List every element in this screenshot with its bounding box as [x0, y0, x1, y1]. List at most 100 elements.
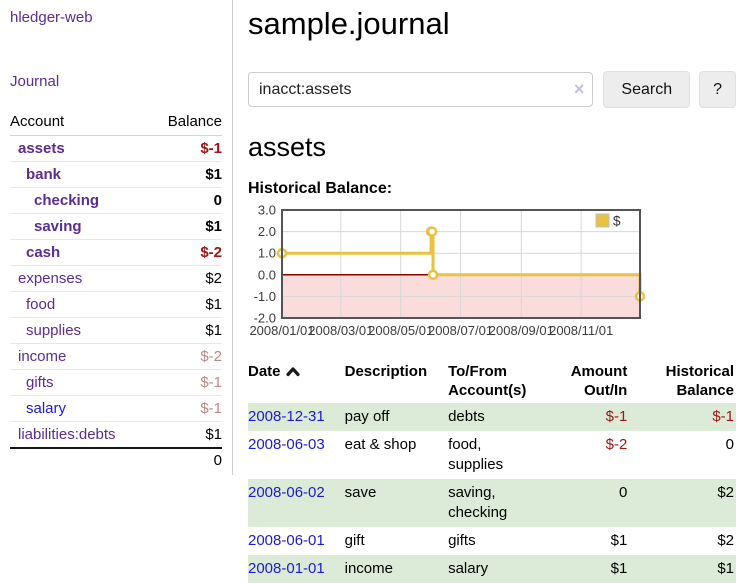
transaction-date-link[interactable]: 2008-06-03 [248, 436, 325, 453]
account-balance: $-1 [150, 369, 222, 396]
col-header-description: Description [344, 363, 428, 380]
page-title: sample.journal [248, 6, 450, 41]
account-row: assets $-1 [10, 135, 222, 162]
sidebar-account-link[interactable]: liabilities:debts [18, 426, 116, 443]
sort-ascending-icon [285, 367, 300, 377]
svg-text:2.0: 2.0 [258, 224, 276, 239]
account-balance: 0 [150, 187, 222, 214]
transaction-balance: $2 [717, 532, 734, 549]
transaction-date-link[interactable]: 2008-06-02 [248, 484, 325, 501]
sidebar-account-link[interactable]: assets [18, 140, 65, 157]
account-balance: $1 [150, 291, 222, 318]
transaction-balance: $1 [717, 560, 734, 577]
svg-text:2008/03/01: 2008/03/01 [308, 323, 373, 338]
sidebar-account-link[interactable]: saving [34, 218, 82, 235]
transaction-amount: $1 [610, 560, 628, 577]
transactions-header-row: Date Description To/From Account(s) Amou… [248, 359, 736, 403]
search-input[interactable] [248, 72, 594, 107]
transaction-date-link[interactable]: 2008-01-01 [248, 560, 325, 577]
account-row: supplies $1 [10, 317, 222, 344]
sidebar-account-link[interactable]: income [18, 348, 67, 365]
transaction-amount: $-1 [605, 408, 628, 425]
search-form: × Search ? [248, 71, 736, 108]
account-row: salary $-1 [10, 395, 222, 422]
sidebar-account-link[interactable]: gifts [26, 374, 54, 391]
transaction-accounts: saving, checking [448, 484, 508, 521]
accounts-header-row: Account Balance [10, 111, 222, 136]
svg-text:$: $ [613, 214, 621, 229]
transaction-accounts: debts [448, 408, 485, 425]
transaction-amount: 0 [619, 484, 628, 501]
account-balance: $-1 [150, 395, 222, 422]
account-row: food $1 [10, 291, 222, 318]
transaction-date-link[interactable]: 2008-12-31 [248, 408, 325, 425]
col-header-balance: Historical Balance [665, 363, 734, 399]
account-row: bank $1 [10, 161, 222, 188]
transaction-accounts: food, supplies [448, 436, 504, 473]
account-row: cash $-2 [10, 239, 222, 266]
svg-text:-1.0: -1.0 [254, 289, 276, 304]
accounts-total-balance: 0 [150, 447, 222, 475]
brand-link[interactable]: hledger-web [10, 9, 93, 26]
svg-text:2008/11/01: 2008/11/01 [549, 323, 613, 338]
svg-text:0.0: 0.0 [258, 267, 276, 282]
transaction-description: save [344, 484, 377, 501]
chart-title: Historical Balance: [248, 180, 393, 197]
transaction-balance: 0 [725, 436, 734, 453]
help-button[interactable]: ? [699, 71, 736, 108]
sidebar-account-link[interactable]: cash [26, 244, 61, 261]
svg-text:2008/05/01: 2008/05/01 [368, 323, 433, 338]
accounts-total-row: 0 [10, 447, 222, 475]
account-row: checking 0 [10, 187, 222, 214]
transaction-row: 2008-01-01 income salary $1 $1 [248, 555, 736, 583]
sidebar-account-link[interactable]: bank [26, 166, 62, 183]
account-balance: $1 [150, 213, 222, 240]
svg-text:2008/07/01: 2008/07/01 [428, 323, 493, 338]
svg-text:1.0: 1.0 [258, 246, 276, 261]
sidebar-account-link[interactable]: expenses [18, 270, 83, 287]
search-button[interactable]: Search [603, 71, 691, 108]
transaction-row: 2008-06-03 eat & shop food, supplies $-2 0 [248, 431, 736, 479]
historical-balance-chart: $3.0 2.0 1.0 0.0 -1.0 -2.0 2008/01/01 2008/03/0… [248, 203, 736, 345]
account-balance: $-2 [150, 239, 222, 266]
account-heading: assets [248, 132, 327, 162]
sidebar-item-journal[interactable]: Journal [10, 73, 60, 90]
account-balance: $1 [150, 317, 222, 344]
account-row: expenses $2 [10, 265, 222, 292]
accounts-table: Account Balance assets $-1 bank $1 checking 0… [10, 111, 222, 475]
svg-text:3.0: 3.0 [258, 205, 276, 218]
main-content: sample.journal × Search ? assets Histori… [233, 0, 742, 583]
search-input-wrap: × [248, 72, 594, 107]
transaction-row: 2008-06-02 save saving, checking 0 $2 [248, 479, 736, 527]
transaction-balance: $-1 [712, 408, 734, 425]
col-header-accounts: To/From Account(s) [448, 363, 527, 399]
transaction-amount: $1 [610, 532, 628, 549]
transaction-row: 2008-06-01 gift gifts $1 $2 [248, 527, 736, 555]
account-row: liabilities:debts $1 [10, 422, 222, 449]
account-balance: $1 [205, 426, 222, 443]
col-header-date-label: Date [248, 363, 281, 380]
sidebar-account-link[interactable]: food [26, 296, 56, 313]
clear-search-icon[interactable]: × [573, 79, 585, 99]
sidebar-account-link[interactable]: supplies [26, 322, 82, 339]
col-header-date[interactable]: Date [248, 359, 345, 403]
transaction-description: income [344, 560, 393, 577]
accounts-header-balance: Balance [150, 111, 222, 136]
transaction-date-link[interactable]: 2008-06-01 [248, 532, 325, 549]
sidebar: hledger-web Journal Account Balance asse… [0, 0, 233, 475]
transaction-accounts: salary [448, 560, 489, 577]
account-balance: $1 [150, 161, 222, 188]
sidebar-account-link[interactable]: salary [26, 400, 67, 417]
sidebar-account-link[interactable]: checking [34, 192, 100, 209]
transaction-accounts: gifts [448, 532, 476, 549]
transaction-description: gift [344, 532, 365, 549]
transaction-description: eat & shop [344, 436, 417, 453]
transaction-amount: $-2 [605, 436, 628, 453]
account-balance: $-1 [150, 135, 222, 162]
account-row: saving $1 [10, 213, 222, 240]
transaction-balance: $2 [717, 484, 734, 501]
account-balance: $-2 [150, 343, 222, 370]
transaction-row: 2008-12-31 pay off debts $-1 $-1 [248, 403, 736, 431]
col-header-amount: Amount Out/In [570, 363, 628, 399]
accounts-header-account: Account [10, 111, 151, 136]
